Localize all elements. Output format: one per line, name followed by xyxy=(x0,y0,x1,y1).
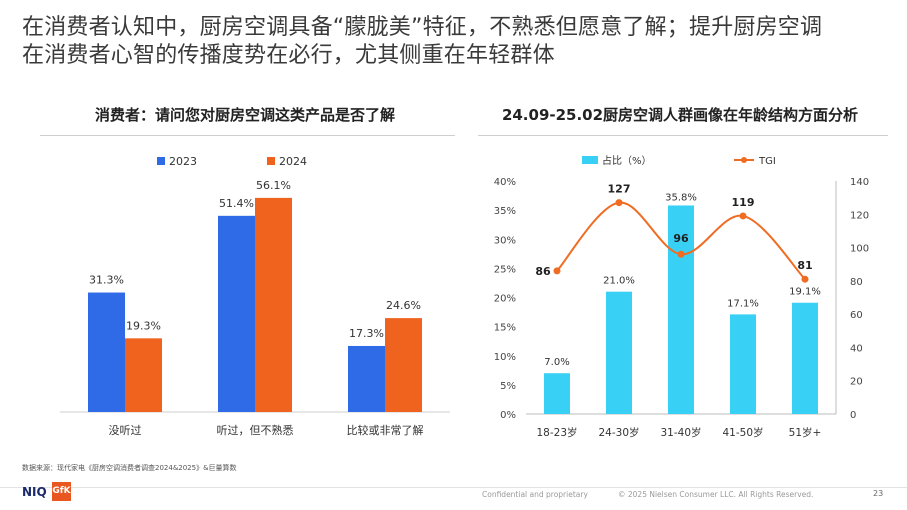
right-axis-tick-2: 40 xyxy=(850,343,863,354)
age-category-label-1: 24-30岁 xyxy=(598,426,639,439)
data-label-2023-0: 31.3% xyxy=(89,274,124,287)
niq-logo: NIQ xyxy=(22,485,47,499)
category-label-2: 比较或非常了解 xyxy=(347,423,424,437)
legend-marker-tgi xyxy=(741,157,747,163)
tgi-label-3: 119 xyxy=(732,196,755,209)
page-number: 23 xyxy=(873,489,884,498)
bar-2023-2 xyxy=(348,345,385,412)
age-category-label-2: 31-40岁 xyxy=(660,426,701,439)
left-axis-tick-1: 5% xyxy=(500,381,516,392)
bar-2024-0 xyxy=(125,338,162,412)
bar-2023-1 xyxy=(218,215,255,412)
bar-2024-1 xyxy=(255,197,292,412)
data-label-2023-2: 17.3% xyxy=(349,327,384,340)
data-label-2023-1: 51.4% xyxy=(219,197,254,210)
data-label-2024-2: 24.6% xyxy=(386,299,421,312)
share-bar-2 xyxy=(668,205,694,414)
headline-line-1: 在消费者认知中，厨房空调具备“朦胧美”特征，不熟悉但愿意了解；提升厨房空调 xyxy=(22,15,823,40)
left-bar-chart: 2023 2024 31.3% 19.3% 没听过 51.4%56.1% 听过，但不熟悉 17… xyxy=(60,155,450,437)
headline: 在消费者认知中，厨房空调具备“朦胧美”特征，不熟悉但愿意了解；提升厨房空调 在消… xyxy=(22,14,892,70)
right-axis-tick-7: 140 xyxy=(850,177,869,188)
share-label-1: 21.0% xyxy=(603,276,635,287)
category-label-1: 听过，但不熟悉 xyxy=(217,423,294,437)
tgi-marker-3 xyxy=(739,212,747,220)
confidential-note: Confidential and proprietary xyxy=(482,490,588,499)
tgi-label-2: 96 xyxy=(673,232,689,245)
age-category-label-3: 41-50岁 xyxy=(722,426,763,439)
bar-2023-0 xyxy=(88,292,125,412)
bar-2024-2 xyxy=(385,318,422,412)
right-axis-tick-6: 120 xyxy=(850,210,869,221)
legend-label-2023: 2023 xyxy=(169,155,197,168)
data-label-2024-1: 56.1% xyxy=(256,179,291,192)
source-note: 数据来源：现代家电《厨房空调消费者调查2024&2025》&巨量算数 xyxy=(22,464,237,472)
right-axis-tick-0: 0 xyxy=(850,410,856,421)
gfk-logo: GfK xyxy=(52,482,71,501)
legend-swatch-2024 xyxy=(267,157,275,165)
share-bar-1 xyxy=(606,291,632,414)
left-axis-tick-3: 15% xyxy=(494,323,516,334)
legend-label-2024: 2024 xyxy=(279,155,307,168)
right-combo-chart: 占比（%） TGI 0% 5% 10% 15% 20% 25% 30% 35% 40% 0 20 40 60… xyxy=(494,154,869,439)
tgi-label-4: 81 xyxy=(797,259,812,272)
tgi-marker-4 xyxy=(801,275,809,283)
tgi-marker-2 xyxy=(677,250,685,258)
age-category-label-0: 18-23岁 xyxy=(536,426,577,439)
left-axis-tick-5: 25% xyxy=(494,264,516,275)
legend-label-tgi: TGI xyxy=(758,156,776,167)
right-axis-tick-1: 20 xyxy=(850,377,863,388)
left-axis-tick-4: 20% xyxy=(494,294,516,305)
right-axis-tick-3: 60 xyxy=(850,310,863,321)
headline-line-2: 在消费者心智的传播度势在必行，尤其侧重在年轻群体 xyxy=(22,43,555,68)
copyright-note: © 2025 Nielsen Consumer LLC. All Rights … xyxy=(618,490,814,499)
left-axis-tick-2: 10% xyxy=(494,352,516,363)
legend-swatch-2023 xyxy=(157,157,165,165)
share-label-4: 19.1% xyxy=(789,287,821,298)
share-bar-0 xyxy=(544,373,570,414)
right-panel-title: 24.09-25.02厨房空调人群画像在年龄结构方面分析 xyxy=(501,106,859,124)
right-axis-tick-4: 80 xyxy=(850,277,863,288)
age-category-label-4: 51岁+ xyxy=(789,426,822,439)
footer-divider xyxy=(0,487,907,488)
share-bar-3 xyxy=(730,314,756,414)
tgi-label-1: 127 xyxy=(608,183,631,196)
tgi-marker-0 xyxy=(553,267,561,275)
tgi-marker-1 xyxy=(615,199,623,207)
left-axis-tick-7: 35% xyxy=(494,206,516,217)
left-title-underline xyxy=(40,135,455,136)
share-bar-4 xyxy=(792,302,818,414)
right-axis-tick-5: 100 xyxy=(850,244,869,255)
legend-label-share: 占比（%） xyxy=(602,154,652,167)
left-axis-tick-6: 30% xyxy=(494,235,516,246)
category-label-0: 没听过 xyxy=(109,424,142,437)
share-label-0: 7.0% xyxy=(544,357,569,368)
right-title-underline xyxy=(478,135,888,136)
share-label-3: 17.1% xyxy=(727,298,759,309)
legend-swatch-share xyxy=(582,156,598,164)
data-label-2024-0: 19.3% xyxy=(126,319,161,332)
share-label-2: 35.8% xyxy=(665,192,697,203)
left-axis-tick-0: 0% xyxy=(500,410,516,421)
tgi-label-0: 86 xyxy=(535,265,551,278)
left-axis-tick-8: 40% xyxy=(494,177,516,188)
left-panel-title: 消费者：请问您对厨房空调这类产品是否了解 xyxy=(94,106,395,124)
